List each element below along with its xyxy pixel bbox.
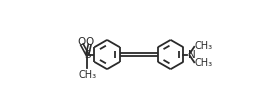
Text: CH₃: CH₃ (195, 58, 213, 68)
Text: CH₃: CH₃ (195, 41, 213, 51)
Text: S: S (84, 50, 91, 60)
Text: O: O (86, 37, 94, 47)
Text: N: N (188, 50, 195, 60)
Text: CH₃: CH₃ (78, 70, 96, 80)
Text: O: O (78, 37, 86, 47)
